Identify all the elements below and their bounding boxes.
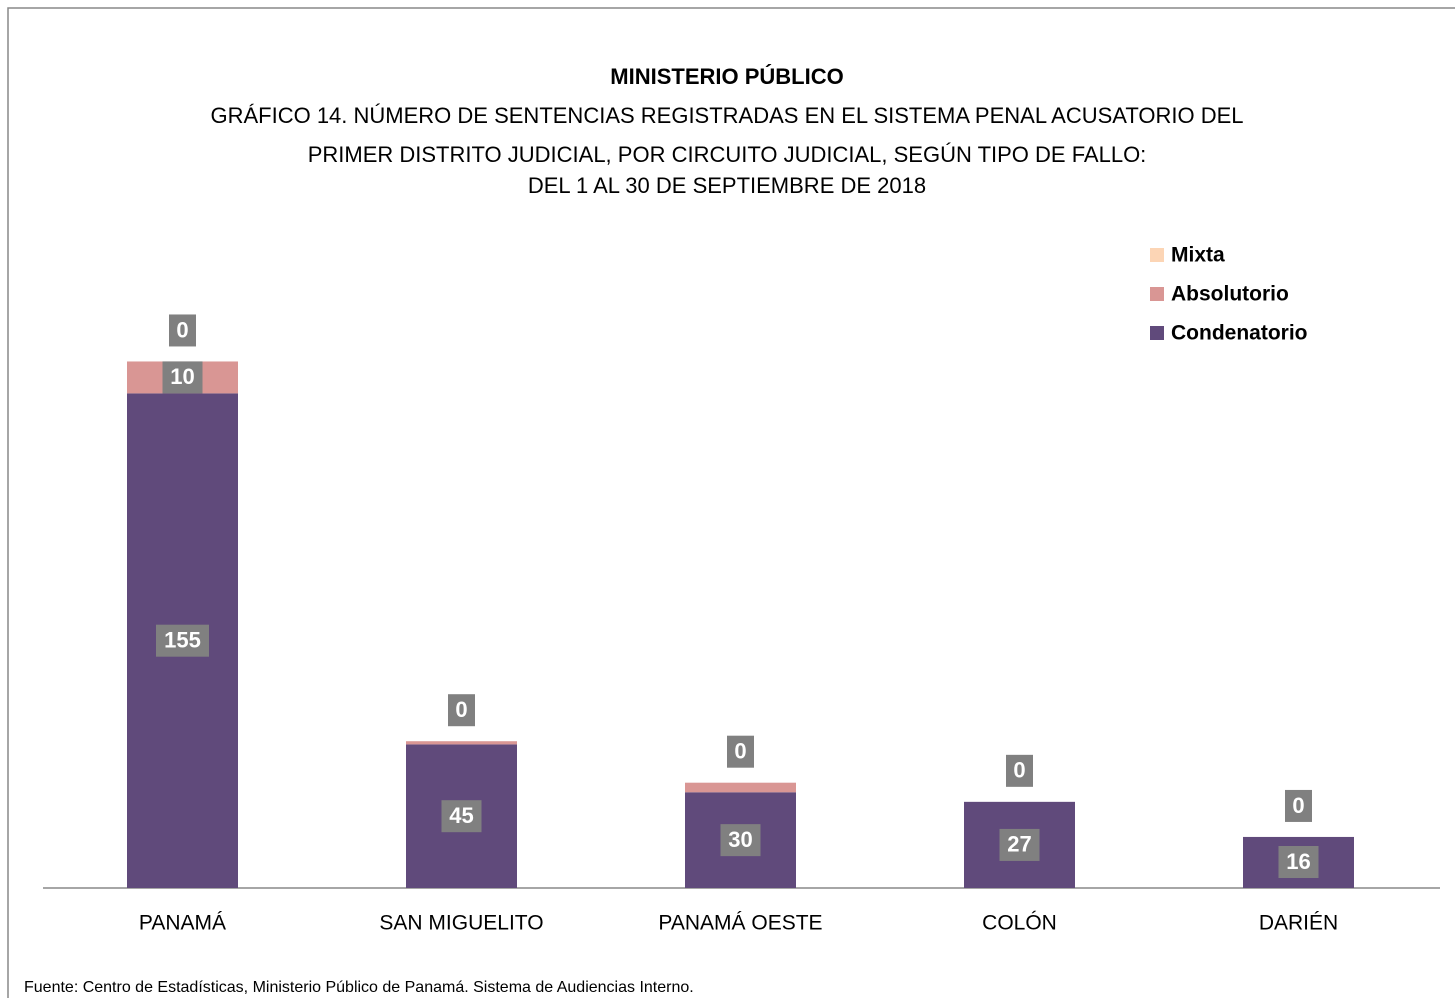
data-label-box (720, 824, 761, 857)
bar-segment (406, 741, 517, 745)
data-label-box (169, 314, 196, 347)
legend-swatch (1150, 248, 1164, 262)
x-tick-label: DARIÉN (1259, 912, 1338, 935)
legend-label: Absolutorio (1171, 283, 1289, 306)
data-label: 0 (1292, 793, 1304, 818)
data-label: 155 (164, 628, 201, 653)
bar-segment (685, 782, 796, 793)
data-label: 27 (1007, 832, 1031, 857)
x-tick-label: SAN MIGUELITO (379, 912, 543, 935)
data-label-box (999, 828, 1040, 861)
data-label-box (1006, 754, 1033, 787)
chart-subtitle: PRIMER DISTRITO JUDICIAL, POR CIRCUITO J… (308, 142, 1147, 167)
data-label-box (1278, 846, 1319, 878)
data-label: 0 (455, 697, 467, 722)
data-label: 10 (170, 364, 194, 389)
data-label: 45 (449, 803, 473, 828)
chart-subtitle: DEL 1 AL 30 DE SEPTIEMBRE DE 2018 (528, 173, 926, 198)
data-label: 0 (734, 739, 746, 764)
chart-border (7, 7, 1455, 1003)
x-tick-label: PANAMÁ (139, 912, 226, 935)
chart-title: MINISTERIO PÚBLICO (610, 64, 843, 89)
x-tick-label: COLÓN (982, 912, 1057, 935)
data-label-box (162, 361, 203, 394)
chart-subtitle: GRÁFICO 14. NÚMERO DE SENTENCIAS REGISTR… (210, 103, 1243, 128)
legend-swatch (1150, 326, 1164, 340)
data-label: 30 (728, 827, 752, 852)
x-tick-label: PANAMÁ OESTE (658, 912, 822, 935)
data-label: 16 (1286, 849, 1310, 874)
data-label-box (156, 624, 209, 657)
data-label-box (1285, 789, 1312, 822)
data-label: 0 (1013, 758, 1025, 783)
legend-label: Condenatorio (1171, 322, 1308, 345)
source-note: Fuente: Centro de Estadísticas, Minister… (24, 979, 694, 996)
legend-swatch (1150, 287, 1164, 301)
data-label-box (727, 735, 754, 768)
data-label: 0 (176, 317, 188, 342)
data-label-box (448, 694, 475, 727)
data-label-box (441, 800, 482, 833)
legend-label: Mixta (1171, 244, 1225, 267)
